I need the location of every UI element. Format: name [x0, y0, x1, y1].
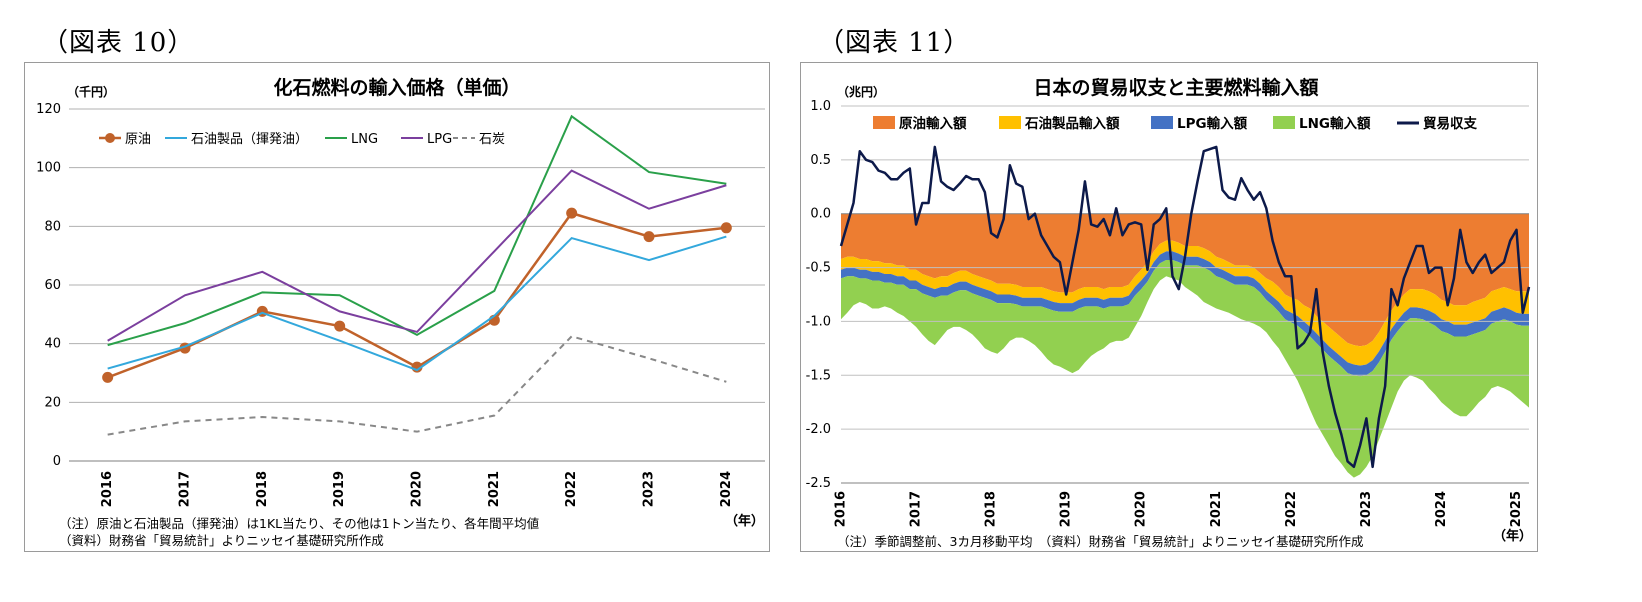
y-tick-label: 0: [53, 454, 61, 469]
legend-swatch: [1151, 116, 1173, 129]
x-tick-label: 2025: [1509, 491, 1524, 527]
y-tick-label: 80: [44, 219, 61, 234]
y-unit-label: （千円）: [67, 84, 115, 99]
chart-title: 日本の貿易収支と主要燃料輸入額: [1033, 76, 1318, 99]
data-point: [643, 231, 655, 243]
y-tick-label: -1.5: [806, 368, 831, 383]
x-tick-label: 2017: [909, 491, 924, 527]
y-unit-label: （兆円）: [837, 84, 885, 99]
x-unit-label: （年）: [1493, 528, 1532, 544]
chart-title: 化石燃料の輸入価格（単価）: [273, 76, 520, 99]
legend-label: 原油輸入額: [899, 115, 967, 132]
x-tick-label: 2016: [100, 471, 115, 507]
figure-10-label: （図表 10）: [42, 28, 195, 58]
y-tick-label: 20: [44, 395, 61, 410]
x-tick-label: 2021: [487, 471, 502, 507]
legend-swatch: [873, 116, 895, 129]
y-tick-label: -1.0: [806, 314, 831, 329]
series-line: [107, 169, 727, 342]
legend-label: LPG: [427, 132, 452, 147]
legend-label: LPG輸入額: [1177, 115, 1248, 132]
y-tick-label: 1.0: [810, 99, 831, 114]
y-tick-label: 120: [36, 102, 61, 117]
x-tick-label: 2022: [1284, 491, 1299, 527]
y-tick-label: 60: [44, 278, 61, 293]
legend-label: 石油製品（揮発油）: [191, 132, 308, 147]
x-tick-label: 2021: [1209, 491, 1224, 527]
legend-label: 石炭: [479, 132, 505, 147]
note-2: （資料）財務省「貿易統計」よりニッセイ基礎研究所作成: [59, 533, 384, 548]
y-tick-label: 100: [36, 161, 61, 176]
y-tick-label: -2.0: [806, 422, 831, 437]
legend-label: LNG: [351, 132, 378, 147]
x-tick-label: 2023: [642, 471, 657, 507]
chart-panel-fuel-prices: 化石燃料の輸入価格（単価） （千円） （年） 0 20 40 60 80 100 120 2…: [24, 62, 770, 552]
area-lng: [841, 260, 1529, 478]
note-1: （注）原油と石油製品（揮発油）は1KL当たり、その他は1トン当たり、各年間平均値: [59, 516, 540, 531]
y-tick-label: 0.5: [810, 153, 831, 168]
series-line: [107, 335, 727, 436]
legend-label: 原油: [125, 132, 151, 147]
legend-swatch: [1273, 116, 1295, 129]
series-line: [107, 235, 727, 372]
x-tick-label: 2020: [1134, 491, 1149, 527]
data-point: [102, 371, 114, 383]
legend-label: 貿易収支: [1423, 115, 1477, 132]
x-tick-label: 2023: [1359, 491, 1374, 527]
x-tick-label: 2018: [255, 471, 270, 507]
x-tick-label: 2024: [1434, 491, 1449, 527]
x-tick-label: 2020: [410, 471, 425, 507]
x-tick-label: 2019: [1059, 491, 1074, 527]
trade-balance-chart: 日本の貿易収支と主要燃料輸入額 （兆円） （年） 1.0 0.5 0.0 -0.5 -1…: [806, 76, 1532, 544]
chart-panel-trade-balance: 日本の貿易収支と主要燃料輸入額 （兆円） （年） 1.0 0.5 0.0 -0.5 -1…: [800, 62, 1538, 552]
figure-11-label: （図表 11）: [818, 28, 971, 58]
area-crude-oil: [841, 213, 1529, 347]
x-tick-label: 2017: [178, 471, 193, 507]
x-tick-label: 2018: [984, 491, 999, 527]
x-unit-label: （年）: [725, 513, 764, 529]
note: （注）季節調整前、3カ月移動平均 （資料）財務省「貿易統計」よりニッセイ基礎研究…: [837, 534, 1364, 549]
y-tick-label: 40: [44, 337, 61, 352]
legend-label: 石油製品輸入額: [1024, 115, 1120, 132]
legend-marker: [105, 133, 115, 143]
data-point: [566, 207, 578, 219]
x-tick-label: 2022: [564, 471, 579, 507]
series-line: [107, 114, 727, 347]
series-line: [107, 211, 727, 379]
legend-label: LNG輸入額: [1299, 115, 1371, 132]
fuel-price-chart: 化石燃料の輸入価格（単価） （千円） （年） 0 20 40 60 80 100 120 2…: [36, 76, 765, 529]
legend-swatch: [999, 116, 1021, 129]
y-tick-label: 0.0: [810, 207, 831, 222]
trade-balance-line: [839, 145, 1531, 469]
data-point: [334, 320, 346, 332]
x-tick-label: 2019: [332, 471, 347, 507]
y-tick-label: -0.5: [806, 261, 831, 276]
data-point: [720, 222, 732, 234]
x-tick-label: 2016: [834, 491, 849, 527]
y-tick-label: -2.5: [806, 476, 831, 491]
x-tick-label: 2024: [719, 471, 734, 507]
